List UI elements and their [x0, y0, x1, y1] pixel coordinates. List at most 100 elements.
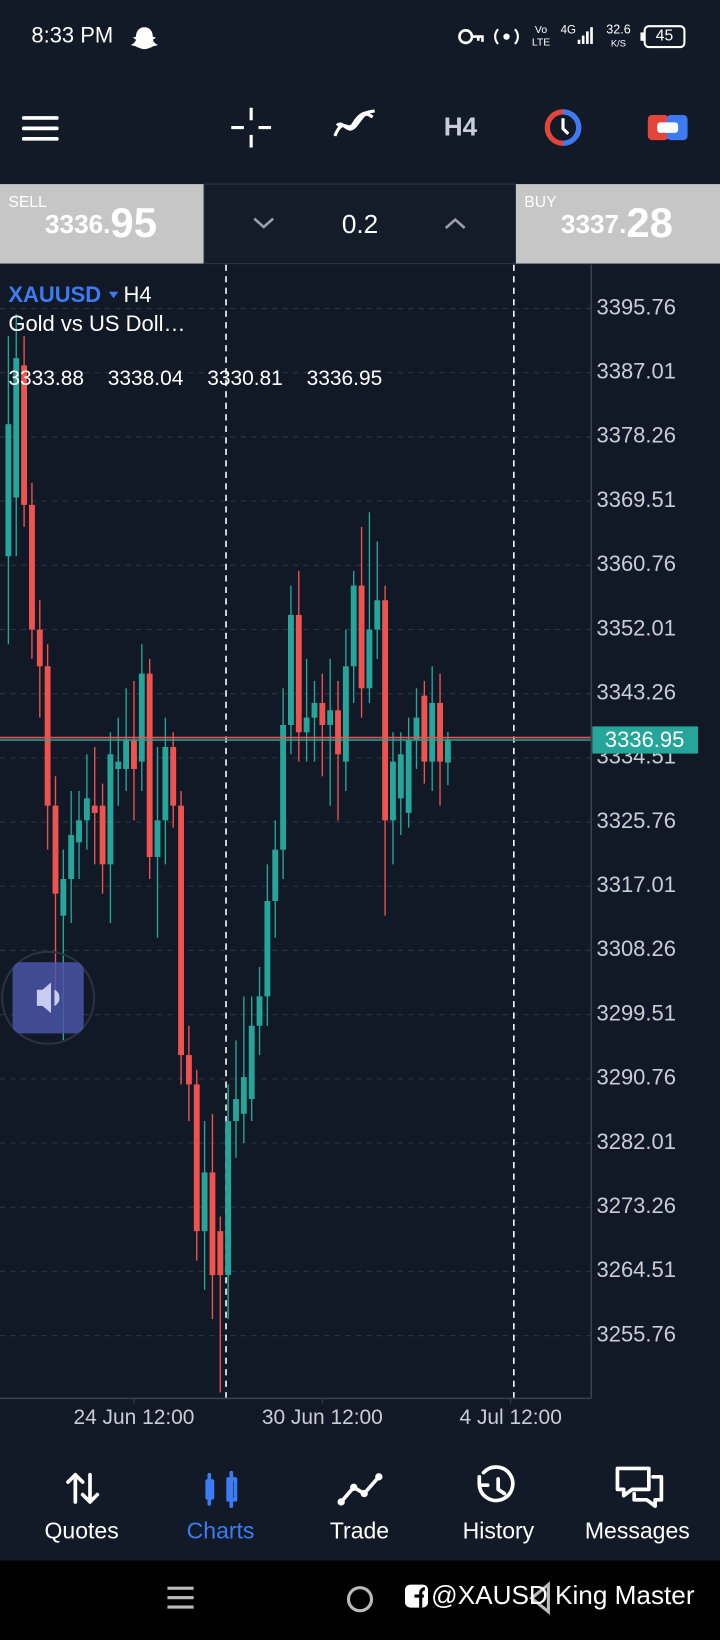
- buy-box[interactable]: [515, 184, 720, 264]
- candle-body: [44, 666, 51, 806]
- candle-body: [162, 746, 169, 821]
- home-button[interactable]: [346, 1586, 374, 1613]
- candle-body: [170, 746, 177, 806]
- candle-body: [5, 424, 12, 557]
- recent-apps-line[interactable]: [167, 1605, 194, 1609]
- buy-price[interactable]: 3337.28: [561, 199, 673, 246]
- speaker-icon: [36, 982, 60, 1014]
- symbol-dropdown[interactable]: [108, 291, 119, 299]
- facebook-f: [414, 1587, 426, 1608]
- candle-body: [233, 1099, 239, 1122]
- y-tick-label: 3352.01: [597, 615, 676, 640]
- watermark: @XAUSD King Master: [431, 1580, 695, 1610]
- candle-body: [193, 1084, 200, 1232]
- nav-label[interactable]: Charts: [187, 1517, 255, 1543]
- candle-body: [374, 600, 381, 630]
- candle-body: [444, 739, 451, 763]
- timeframe-button[interactable]: H4: [444, 112, 478, 142]
- indicator-icon: [333, 109, 375, 137]
- candle-body: [240, 1077, 247, 1114]
- candle-body: [350, 585, 357, 667]
- sell-box[interactable]: [0, 184, 205, 264]
- y-tick-label: 3360.76: [597, 551, 676, 576]
- signal-bar: [586, 31, 589, 44]
- plot-area: [0, 264, 592, 1399]
- y-tick-label: 3282.01: [597, 1129, 676, 1154]
- y-tick-label: 3290.76: [597, 1065, 676, 1090]
- key-icon-shaft: [471, 35, 484, 42]
- nav-icon[interactable]: [339, 1475, 381, 1504]
- symbol[interactable]: XAUUSD: [8, 282, 101, 307]
- candle-body: [342, 666, 349, 762]
- nav-icon-dot: [337, 1498, 345, 1506]
- candle-body: [256, 996, 263, 1026]
- x-tick-label: 24 Jun 12:00: [73, 1406, 194, 1429]
- menu-icon-line[interactable]: [21, 126, 59, 131]
- nav-label[interactable]: Quotes: [45, 1517, 119, 1543]
- candle-body: [382, 600, 389, 821]
- nav-background: [0, 1453, 720, 1561]
- candle-body: [146, 673, 153, 857]
- candle-body: [421, 695, 428, 762]
- nav-label[interactable]: Trade: [330, 1517, 389, 1543]
- signal-bar: [581, 35, 585, 44]
- nav-icon[interactable]: [477, 1465, 515, 1503]
- status-time: 8:33 PM: [31, 22, 113, 47]
- last-price-label: 3336.95: [605, 727, 684, 752]
- y-tick-label: 3264.51: [597, 1257, 676, 1282]
- buy-label[interactable]: BUY: [524, 194, 557, 211]
- menu-icon-line[interactable]: [21, 116, 59, 120]
- y-tick-label: 3325.76: [597, 808, 676, 833]
- candle-body: [327, 710, 334, 725]
- nav-icon[interactable]: [615, 1466, 664, 1508]
- candle-body: [248, 1025, 255, 1100]
- clock-icon-arc: [562, 109, 582, 146]
- volume-box: [203, 183, 517, 265]
- volume-down[interactable]: [253, 217, 275, 229]
- nav-icon[interactable]: [66, 1472, 100, 1504]
- sell-price[interactable]: 3336.95: [45, 199, 157, 246]
- volume[interactable]: 0.2: [342, 209, 378, 239]
- chart-timeframe: H4: [123, 282, 151, 307]
- candle-body: [366, 629, 373, 689]
- candle-body: [201, 1172, 208, 1232]
- ohlc-low: 3330.81: [207, 367, 283, 390]
- sell-label[interactable]: SELL: [8, 194, 47, 211]
- candle-body: [335, 710, 341, 755]
- candle-body: [288, 614, 294, 725]
- crosshair-icon: [231, 107, 272, 148]
- candle-body: [280, 724, 287, 850]
- candle-body: [99, 805, 106, 865]
- status-battery: 45: [656, 28, 674, 45]
- candle-body: [185, 1055, 192, 1085]
- status-network: 4G: [561, 24, 576, 36]
- candle-body: [264, 901, 271, 997]
- recent-apps-line[interactable]: [167, 1596, 194, 1600]
- candle-body: [13, 358, 20, 498]
- description: Gold vs US Doll…: [8, 311, 185, 336]
- y-tick-label: 3308.26: [597, 936, 676, 961]
- candle-body: [29, 504, 35, 630]
- recent-apps-line[interactable]: [167, 1586, 194, 1590]
- battery-tip: [640, 32, 645, 41]
- back-button[interactable]: [529, 1581, 550, 1616]
- candle-body: [131, 739, 137, 769]
- candle-body: [138, 673, 145, 762]
- y-tick-label: 3273.26: [597, 1193, 676, 1218]
- y-tick-label: 3395.76: [597, 294, 676, 319]
- candle-body: [295, 614, 302, 733]
- candle-body: [311, 702, 318, 718]
- candle-body: [217, 1231, 224, 1276]
- system-bar: [0, 1560, 720, 1640]
- nav-label[interactable]: History: [463, 1517, 535, 1543]
- nav-icon[interactable]: [205, 1470, 238, 1508]
- y-tick-label: 3343.26: [597, 679, 676, 704]
- nav-label[interactable]: Messages: [585, 1517, 690, 1543]
- candle-body: [91, 805, 98, 813]
- candle-body: [178, 805, 184, 1056]
- menu-icon-line[interactable]: [21, 137, 59, 141]
- chart-background: [0, 264, 720, 1454]
- volume-up[interactable]: [444, 217, 466, 229]
- y-tick-label: 3387.01: [597, 359, 676, 384]
- x-tick-label: 30 Jun 12:00: [262, 1406, 383, 1429]
